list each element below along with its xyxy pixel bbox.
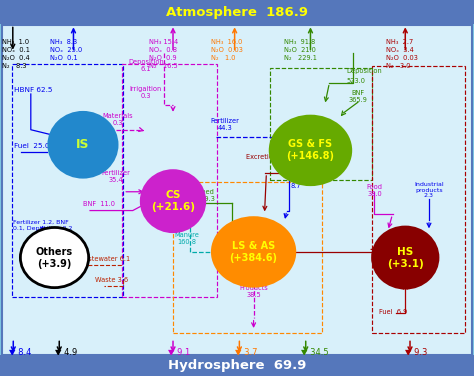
Text: Manure
160.8: Manure 160.8 <box>175 232 200 246</box>
Bar <box>2 25 472 355</box>
Text: Waste 3.6: Waste 3.6 <box>95 277 128 283</box>
Text: 459.3: 459.3 <box>197 196 216 202</box>
Text: NH₃  91.8
N₂O  21.0
N₂   229.1: NH₃ 91.8 N₂O 21.0 N₂ 229.1 <box>284 39 317 61</box>
Text: HBNF 62.5: HBNF 62.5 <box>14 87 53 93</box>
Text: GS & FS
(+146.8): GS & FS (+146.8) <box>286 139 335 161</box>
Bar <box>270 68 372 180</box>
Text: Food
38.0: Food 38.0 <box>366 183 383 197</box>
Bar <box>372 66 465 333</box>
Text: Fertilizer 1.2, BNF
0.1, Deposition 0.2: Fertilizer 1.2, BNF 0.1, Deposition 0.2 <box>13 220 72 231</box>
Text: ▼ 8.4: ▼ 8.4 <box>9 347 31 356</box>
Ellipse shape <box>140 169 206 233</box>
Text: Fertilizer+
Deposition
8.7: Fertilizer+ Deposition 8.7 <box>291 169 326 189</box>
Text: Materials
0.3: Materials 0.3 <box>102 113 133 126</box>
Text: Deposition: Deposition <box>346 68 382 74</box>
Ellipse shape <box>211 216 296 288</box>
Text: Others
(+3.9): Others (+3.9) <box>36 247 73 268</box>
Ellipse shape <box>47 111 118 179</box>
Text: Atmosphere  186.9: Atmosphere 186.9 <box>166 6 308 19</box>
Text: Hydrosphere  69.9: Hydrosphere 69.9 <box>168 359 306 372</box>
Text: Irrigaition
0.3: Irrigaition 0.3 <box>130 86 162 99</box>
Text: Fuel  6.9: Fuel 6.9 <box>379 309 408 315</box>
Text: Fertilizer
35.4: Fertilizer 35.4 <box>102 170 130 183</box>
Text: Fuel  25.0: Fuel 25.0 <box>14 143 50 149</box>
Text: HS
(+3.1): HS (+3.1) <box>387 247 424 268</box>
Text: BNF
365.9: BNF 365.9 <box>348 89 367 103</box>
Text: 523.0: 523.0 <box>346 78 365 84</box>
Text: Deposition
6.1: Deposition 6.1 <box>128 59 164 73</box>
Text: NH₃ 15.4
NOₓ  0.8
N₂O  0.9
N₂   16.5: NH₃ 15.4 NOₓ 0.8 N₂O 0.9 N₂ 16.5 <box>149 39 179 69</box>
Text: NH₃  2.7
NOₓ  3.4
N₂O  0.03
N₂   3.0: NH₃ 2.7 NOₓ 3.4 N₂O 0.03 N₂ 3.0 <box>386 39 418 69</box>
Text: Excretion  15.9: Excretion 15.9 <box>246 154 296 160</box>
Text: LS & AS
(+384.6): LS & AS (+384.6) <box>229 241 278 263</box>
Ellipse shape <box>371 226 439 290</box>
Text: Industrial
products
2.3: Industrial products 2.3 <box>414 182 444 199</box>
Text: Products
38.5: Products 38.5 <box>239 285 268 298</box>
Ellipse shape <box>269 115 352 186</box>
Bar <box>173 182 322 333</box>
Text: ▼ 4.9: ▼ 4.9 <box>55 347 77 356</box>
Text: IS: IS <box>76 138 90 151</box>
Text: ▼ 3.7: ▼ 3.7 <box>235 347 257 356</box>
Ellipse shape <box>20 227 89 288</box>
Text: CS
(+21.6): CS (+21.6) <box>151 190 195 212</box>
Text: ▼ 9.3: ▼ 9.3 <box>405 347 428 356</box>
Text: Wastewater 6.1: Wastewater 6.1 <box>78 256 130 262</box>
Bar <box>0 355 474 376</box>
Bar <box>0 0 474 24</box>
Text: BNF  11.0: BNF 11.0 <box>83 201 115 207</box>
Text: Feed: Feed <box>198 189 214 195</box>
Text: NH₃  16.0
N₂O  0.03
N₂   1.0: NH₃ 16.0 N₂O 0.03 N₂ 1.0 <box>211 39 243 61</box>
Text: ▼ 9.1: ▼ 9.1 <box>168 347 191 356</box>
Bar <box>122 64 217 297</box>
Bar <box>12 64 123 297</box>
Text: ▼ 34.5: ▼ 34.5 <box>301 347 328 356</box>
Text: NH₃  1.0
NOₓ  0.1
N₂O  0.4
N₂   8.3: NH₃ 1.0 NOₓ 0.1 N₂O 0.4 N₂ 8.3 <box>2 39 30 69</box>
Text: Fertilizer
44.3: Fertilizer 44.3 <box>211 118 239 132</box>
Text: NH₃  8.3
NOₓ  25.0
N₂O  0.1: NH₃ 8.3 NOₓ 25.0 N₂O 0.1 <box>50 39 82 61</box>
